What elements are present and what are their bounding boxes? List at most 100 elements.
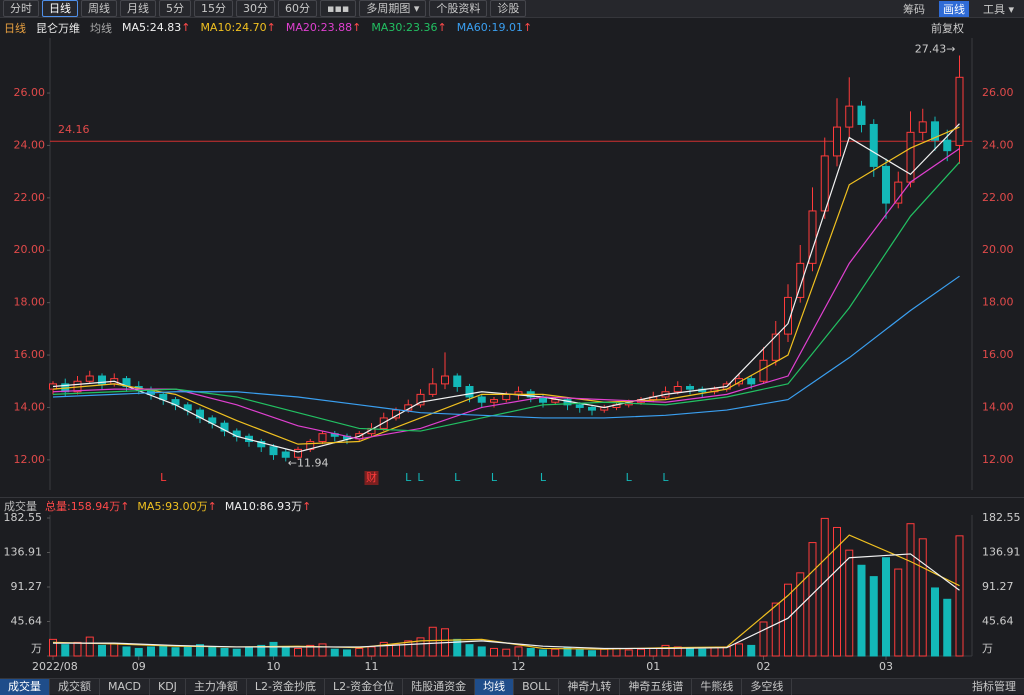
- tab[interactable]: 成交额: [50, 678, 100, 695]
- toolbar-button[interactable]: 15分: [194, 0, 233, 17]
- y-tick-label-right: 24.00: [982, 138, 1014, 151]
- candle-body: [367, 427, 376, 435]
- volume-bar: [330, 648, 339, 657]
- ma-line: [52, 126, 960, 445]
- tab-manage[interactable]: 指标管理: [972, 679, 1016, 693]
- candle-body: [796, 262, 805, 298]
- candle-body: [343, 435, 351, 440]
- tab[interactable]: 主力净额: [186, 678, 247, 695]
- volume-bar: [465, 644, 474, 657]
- toolbar-button[interactable]: 多周期图 ▾: [359, 0, 427, 17]
- volume-bar: [183, 645, 192, 657]
- tab[interactable]: BOLL: [514, 678, 560, 695]
- candle-body: [379, 417, 388, 429]
- toolbar-button[interactable]: 日线: [42, 0, 78, 17]
- toolbar-button[interactable]: ▪▪▪: [320, 0, 357, 17]
- volume-bar: [771, 602, 780, 657]
- tab[interactable]: 牛熊线: [692, 678, 743, 695]
- volume-bar: [404, 640, 413, 657]
- volume-bar: [355, 647, 364, 657]
- volume-bar: [441, 628, 449, 657]
- adjust-mode[interactable]: 前复权: [931, 21, 964, 35]
- y-tick-label-right: 18.00: [982, 296, 1014, 309]
- volume-bar: [588, 650, 596, 657]
- volume-bar: [563, 647, 572, 657]
- toolbar-button[interactable]: 30分: [236, 0, 275, 17]
- volume-bar: [428, 626, 437, 657]
- toolbar-button[interactable]: 分时: [3, 0, 39, 17]
- volume-bar: [955, 535, 964, 657]
- y-tick-label: 91.27: [11, 580, 43, 593]
- candle-body: [869, 123, 878, 167]
- tab[interactable]: 均线: [475, 678, 515, 695]
- candle-body: [759, 359, 768, 382]
- candle-body: [943, 139, 952, 152]
- volume-header: 成交量 总量:158.94万↑ MA5:93.00万↑ MA10:86.93万↑: [0, 497, 1024, 513]
- volume-bar: [245, 647, 253, 657]
- tab[interactable]: L2-资金仓位: [325, 678, 404, 695]
- volume-bar: [49, 638, 57, 657]
- toolbar-button[interactable]: 工具 ▾: [982, 2, 1014, 16]
- legend-text: MA10:24.70: [200, 21, 267, 34]
- volume-bar: [747, 644, 756, 657]
- volume-bar: [722, 646, 731, 657]
- volume-bar: [294, 647, 302, 657]
- toolbar-button[interactable]: 诊股: [490, 0, 527, 17]
- candle-body: [110, 378, 119, 385]
- ma-line: [52, 534, 960, 650]
- legend-item: MA5:24.83↑: [122, 21, 190, 34]
- tab[interactable]: 成交量: [0, 678, 50, 695]
- ma-line: [53, 553, 960, 650]
- tab[interactable]: KDJ: [150, 678, 186, 695]
- candle-body: [294, 448, 302, 458]
- toolbar-button[interactable]: 月线: [120, 0, 156, 17]
- volume-bar: [318, 643, 327, 657]
- arrow: ↑: [437, 21, 447, 34]
- candle-body: [441, 375, 449, 385]
- volume-bar: [220, 647, 229, 657]
- event-marker: L: [626, 471, 633, 484]
- candle-body: [404, 404, 413, 411]
- x-tick-label: 01: [646, 660, 660, 673]
- tab[interactable]: 神奇五线谱: [620, 678, 693, 695]
- candle-body: [490, 399, 498, 403]
- volume-bar: [661, 644, 670, 657]
- y-tick-label-right: 14.00: [982, 400, 1014, 413]
- volume-bar: [208, 646, 217, 657]
- tab[interactable]: MACD: [100, 678, 150, 695]
- volume-ma5: MA5:93.00万↑: [137, 498, 216, 514]
- candle-body: [392, 409, 400, 419]
- toolbar-button[interactable]: 周线: [81, 0, 117, 17]
- tab[interactable]: 多空线: [742, 678, 793, 695]
- volume-bar: [85, 636, 94, 657]
- volume-bar: [784, 583, 792, 657]
- ma5-text: MA5:93.00万: [137, 499, 208, 513]
- candle-body: [183, 404, 192, 411]
- ma-line: [52, 275, 960, 419]
- volume-bar: [759, 621, 768, 657]
- volume-bar: [171, 647, 180, 657]
- legend-text: MA60:19.01: [456, 21, 523, 34]
- event-marker: L: [662, 471, 669, 484]
- tab[interactable]: 神奇九转: [559, 678, 621, 695]
- volume-bar: [416, 637, 425, 657]
- event-box: [364, 471, 379, 485]
- toolbar-button[interactable]: 5分: [159, 0, 191, 17]
- candle-body: [710, 388, 719, 393]
- tab[interactable]: 陆股通资金: [403, 678, 476, 695]
- toolbar-button[interactable]: 个股资料: [429, 0, 488, 17]
- ma-line: [52, 148, 960, 440]
- y-tick-label-right: 45.64: [982, 614, 1014, 627]
- candle-body: [159, 393, 168, 401]
- tab[interactable]: L2-资金抄底: [247, 678, 326, 695]
- volume-bar: [232, 648, 241, 657]
- volume-bar: [61, 644, 70, 657]
- toolbar-button[interactable]: 画线: [938, 0, 969, 17]
- event-marker: L: [491, 471, 498, 484]
- toolbar-button[interactable]: 60分: [278, 0, 317, 17]
- arrow: ↑: [302, 499, 312, 513]
- candle-body: [722, 383, 731, 390]
- toolbar-button[interactable]: 筹码: [902, 2, 925, 16]
- y-tick-label-right: 136.91: [982, 545, 1021, 558]
